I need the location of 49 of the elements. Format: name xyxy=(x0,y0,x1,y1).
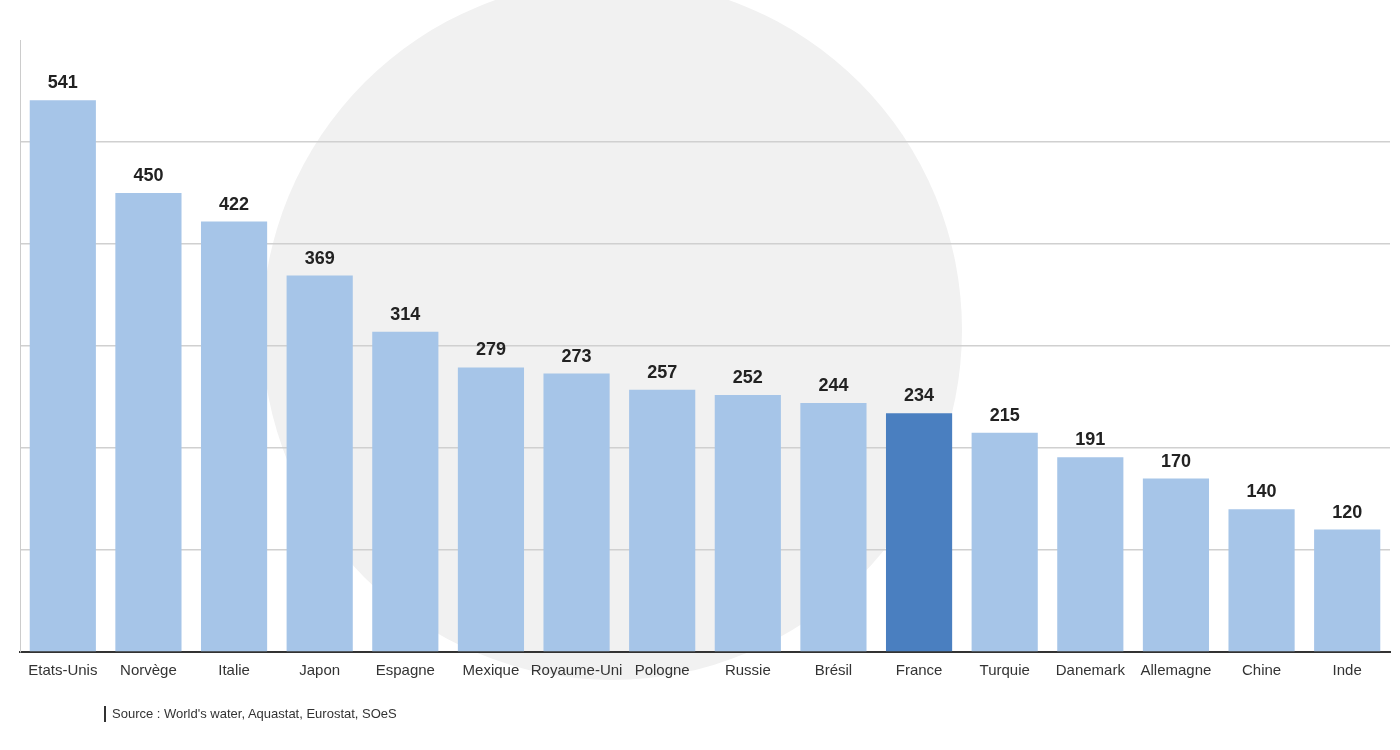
bar xyxy=(286,275,353,652)
x-tick-label: Espagne xyxy=(375,661,435,679)
data-label: 234 xyxy=(904,385,935,406)
data-label: 279 xyxy=(475,339,506,360)
bar xyxy=(1314,529,1381,652)
data-label: 215 xyxy=(989,404,1020,425)
bar xyxy=(885,413,953,652)
bar xyxy=(372,331,439,652)
bar xyxy=(629,389,696,652)
x-tick-label: Norvège xyxy=(120,661,177,679)
data-label: 314 xyxy=(390,303,421,324)
x-tick-label: Japon xyxy=(299,661,341,679)
bar xyxy=(457,367,525,652)
data-label: 273 xyxy=(561,345,592,366)
x-tick-label: Danemark xyxy=(1055,661,1126,679)
data-label: 450 xyxy=(133,164,164,185)
x-tick-label: Brésil xyxy=(814,661,853,679)
data-label: 191 xyxy=(1075,429,1106,450)
x-tick-label: Pologne xyxy=(634,661,690,679)
x-tick-label: Mexique xyxy=(462,661,520,679)
bar xyxy=(1057,457,1124,652)
x-tick-label: Italie xyxy=(218,661,250,679)
data-label: 252 xyxy=(732,366,763,387)
data-label: 422 xyxy=(219,193,250,214)
data-label: 120 xyxy=(1332,501,1363,522)
bar xyxy=(1228,509,1295,652)
bar xyxy=(543,373,610,652)
x-tick-label: Etats-Unis xyxy=(28,661,98,679)
bar xyxy=(115,193,182,652)
data-label: 244 xyxy=(818,375,849,396)
bar xyxy=(971,432,1038,652)
data-label: 140 xyxy=(1246,481,1277,502)
x-tick-label: Chine xyxy=(1241,661,1282,679)
data-label: 170 xyxy=(1160,450,1191,471)
bar xyxy=(200,221,268,652)
data-label: 541 xyxy=(47,72,78,93)
x-tick-label: France xyxy=(895,661,943,679)
x-tick-label: Russie xyxy=(724,661,771,679)
bar xyxy=(714,394,781,652)
x-tick-label: Turquie xyxy=(979,661,1030,679)
bar xyxy=(1142,478,1210,652)
bar xyxy=(29,100,96,652)
source-note: Source : World's water, Aquastat, Eurostat, SOeS xyxy=(104,706,397,722)
data-label: 257 xyxy=(647,361,678,382)
bar xyxy=(800,403,867,652)
x-tick-label: Royaume-Uni xyxy=(530,661,623,679)
data-label: 369 xyxy=(304,247,335,268)
x-tick-label: Allemagne xyxy=(1140,661,1212,679)
x-tick-label: Inde xyxy=(1332,661,1362,679)
